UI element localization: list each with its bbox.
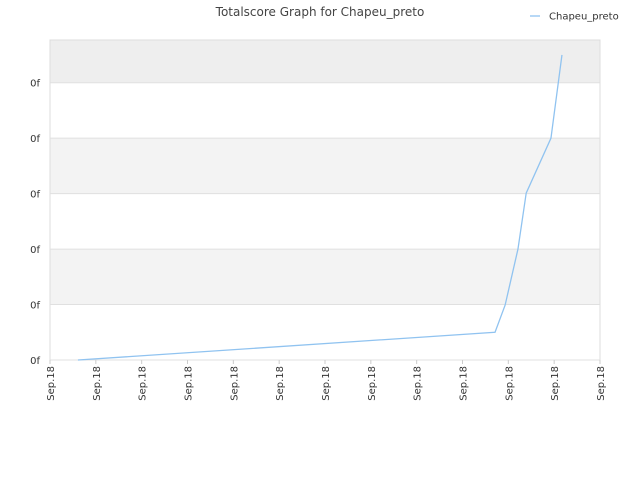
x-tick-label: Sep.18	[138, 366, 149, 401]
chart-title: Totalscore Graph for Chapeu_preto	[215, 5, 425, 19]
x-tick-label: Sep.18	[367, 366, 378, 401]
plot-band	[50, 304, 600, 360]
plot-band	[50, 40, 600, 83]
x-tick-label: Sep.18	[596, 366, 607, 401]
x-tick-label: Sep.18	[229, 366, 240, 401]
x-tick-label: Sep.18	[184, 366, 195, 401]
y-tick-label: 0f	[30, 356, 40, 367]
series-line	[77, 54, 563, 361]
x-tick-label: Sep.18	[321, 366, 332, 401]
plot-band	[50, 193, 600, 250]
plot-band	[50, 82, 600, 139]
legend-label: Chapeu_preto	[549, 12, 619, 23]
x-tick-label: Sep.18	[46, 366, 57, 401]
x-tick-label: Sep.18	[413, 366, 424, 401]
plot-band	[50, 249, 600, 305]
x-tick-label: Sep.18	[92, 366, 103, 401]
y-tick-label: 0f	[30, 301, 40, 312]
y-tick-label: 0f	[30, 190, 40, 201]
plot-band	[50, 138, 600, 194]
x-tick-label: Sep.18	[275, 366, 286, 401]
x-tick-label: Sep.18	[550, 366, 561, 401]
y-tick-label: 0f	[30, 79, 40, 90]
y-tick-label: 0f	[30, 134, 40, 145]
x-tick-label: Sep.18	[459, 366, 470, 401]
y-tick-label: 0f	[30, 245, 40, 256]
x-tick-label: Sep.18	[504, 366, 515, 401]
